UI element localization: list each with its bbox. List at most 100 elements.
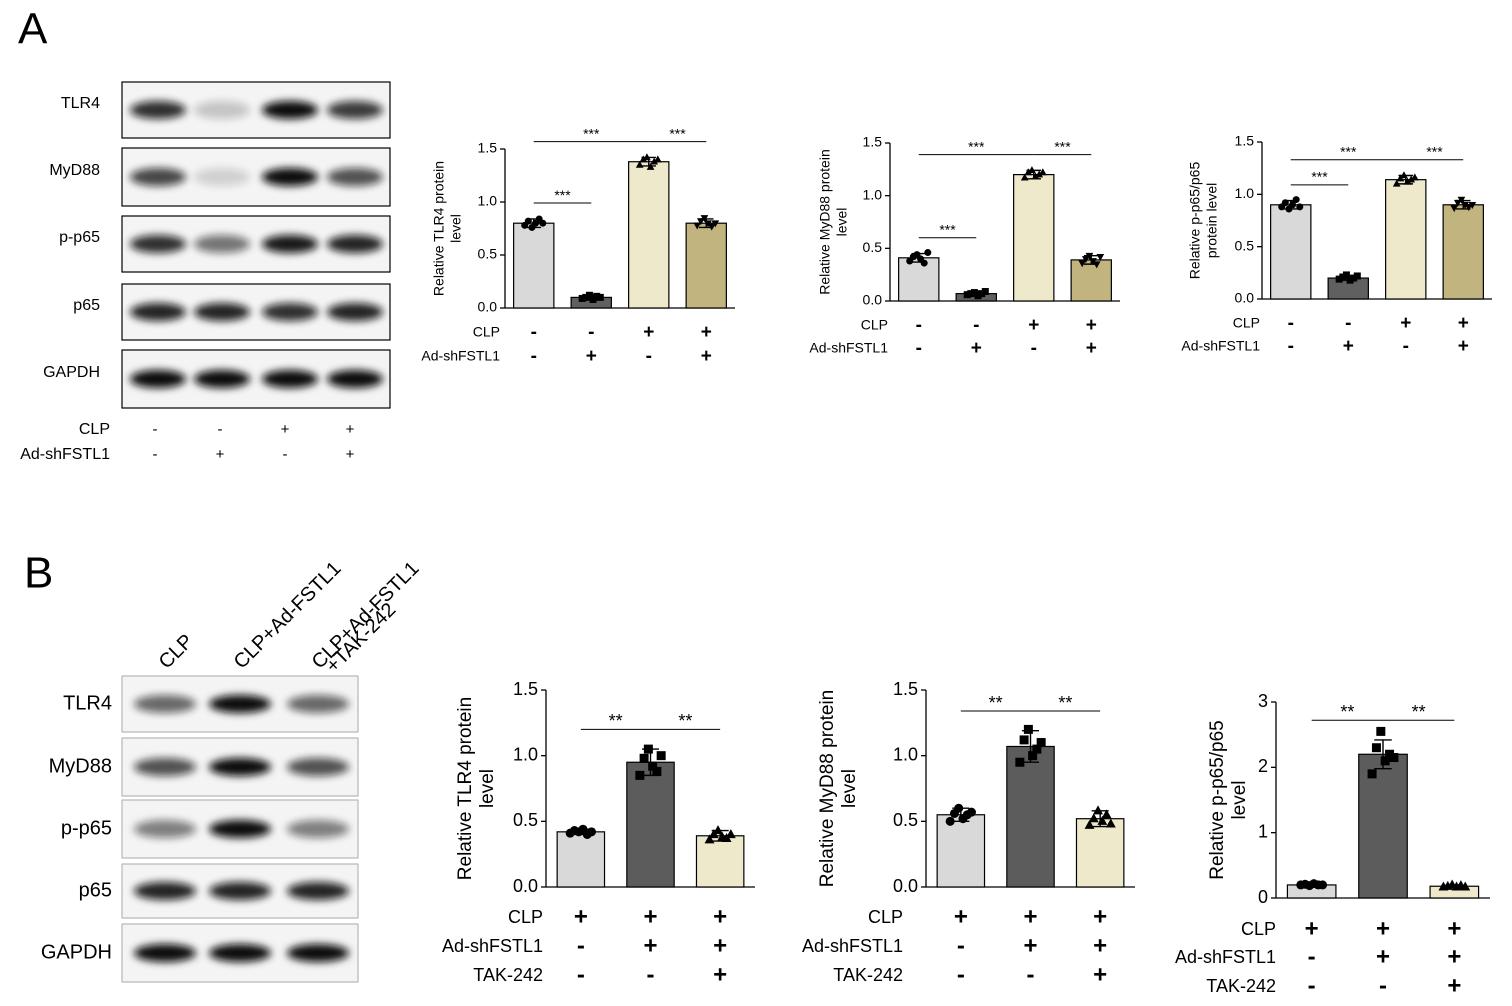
y-axis-label: Relative MyD88 protein bbox=[817, 149, 833, 295]
data-point bbox=[653, 155, 662, 163]
bar bbox=[1070, 259, 1112, 302]
y-tick-label: 2 bbox=[1258, 756, 1268, 776]
data-point bbox=[1367, 769, 1377, 779]
condition-sign: - bbox=[531, 346, 537, 367]
panel-label: A bbox=[18, 5, 48, 54]
condition-sign: - bbox=[916, 315, 922, 336]
condition-sign: - bbox=[1379, 972, 1387, 999]
y-tick-label: 1.0 bbox=[1235, 185, 1255, 201]
y-tick-label: 1 bbox=[1258, 821, 1268, 841]
y-axis-label: level bbox=[448, 214, 464, 243]
condition-sign: - bbox=[1403, 336, 1409, 357]
condition-sign: - bbox=[577, 932, 585, 959]
data-point bbox=[967, 290, 975, 298]
blot-band bbox=[209, 695, 271, 713]
data-point bbox=[920, 259, 928, 267]
y-tick-label: 3 bbox=[1258, 691, 1268, 711]
condition-sign: + bbox=[971, 338, 982, 359]
data-point bbox=[1376, 726, 1386, 736]
y-axis-label: Relative p-p65/p65 bbox=[1187, 162, 1203, 280]
y-tick-label: 0.5 bbox=[513, 810, 538, 830]
blot-band bbox=[134, 944, 196, 962]
blot-row-label: p65 bbox=[79, 879, 112, 901]
blot-band bbox=[327, 101, 383, 119]
data-point bbox=[1038, 168, 1047, 176]
condition-sign: + bbox=[701, 346, 712, 367]
data-point bbox=[978, 290, 986, 298]
data-point bbox=[1078, 260, 1087, 268]
error-bar bbox=[969, 290, 984, 297]
condition-sign: + bbox=[713, 932, 727, 959]
data-point bbox=[1410, 173, 1419, 181]
data-point bbox=[539, 219, 547, 227]
condition-sign: + bbox=[1093, 903, 1107, 930]
condition-label: Ad-shFSTL1 bbox=[421, 348, 500, 364]
condition-label: Ad-shFSTL1 bbox=[1181, 338, 1260, 354]
condition-label: CLP bbox=[508, 907, 543, 927]
data-point bbox=[1350, 274, 1358, 282]
blot-band bbox=[262, 303, 318, 321]
significance-label: *** bbox=[1426, 143, 1443, 159]
y-tick-label: 0.5 bbox=[863, 239, 883, 255]
error-bar bbox=[584, 294, 599, 301]
y-axis-label: protein level bbox=[1204, 183, 1220, 259]
blot-band bbox=[262, 370, 318, 388]
error-bar bbox=[1283, 199, 1298, 210]
data-point bbox=[963, 291, 971, 299]
condition-sign: - bbox=[531, 322, 537, 343]
blot-band bbox=[327, 168, 383, 186]
significance-label: *** bbox=[669, 125, 686, 141]
condition-label: TAK-242 bbox=[833, 965, 903, 985]
data-point bbox=[966, 807, 976, 817]
y-axis-label: level bbox=[839, 769, 860, 808]
blot-band bbox=[134, 695, 196, 713]
error-bar bbox=[641, 156, 656, 167]
condition-sign: + bbox=[954, 903, 968, 930]
data-point bbox=[1353, 272, 1361, 280]
bar bbox=[1270, 204, 1312, 300]
condition-sign: - bbox=[1308, 943, 1316, 970]
condition-sign: - bbox=[1031, 338, 1037, 359]
error-bar bbox=[572, 828, 590, 836]
blot-band bbox=[194, 101, 250, 119]
data-point bbox=[650, 157, 659, 165]
data-point bbox=[1407, 175, 1416, 183]
blot-band bbox=[287, 758, 349, 776]
condition-label: CLP bbox=[861, 317, 888, 333]
condition-sign: + bbox=[1376, 943, 1390, 970]
bar bbox=[685, 222, 727, 309]
data-point bbox=[596, 293, 604, 301]
data-point bbox=[1081, 256, 1090, 264]
data-point bbox=[1318, 880, 1328, 890]
blot-row-label: p65 bbox=[73, 297, 100, 314]
data-point bbox=[1032, 744, 1042, 754]
y-tick-label: 1.5 bbox=[513, 679, 538, 699]
y-axis-label: Relative p-p65/p65 bbox=[1207, 720, 1228, 880]
condition-sign: + bbox=[713, 961, 727, 988]
data-point bbox=[639, 155, 648, 163]
bar bbox=[1006, 745, 1055, 888]
condition-sign: + bbox=[216, 446, 225, 463]
condition-sign: + bbox=[1028, 315, 1039, 336]
condition-sign: - bbox=[957, 932, 965, 959]
data-point bbox=[1035, 170, 1044, 178]
blot-band bbox=[287, 944, 349, 962]
condition-sign: - bbox=[218, 421, 223, 438]
bar bbox=[1075, 818, 1125, 888]
condition-sign: - bbox=[1027, 961, 1035, 988]
data-point bbox=[1389, 753, 1399, 763]
y-tick-label: 1.5 bbox=[863, 134, 883, 150]
error-bar bbox=[1302, 882, 1321, 888]
condition-label: TAK-242 bbox=[1206, 976, 1276, 996]
condition-label: CLP bbox=[473, 324, 500, 340]
condition-sign: + bbox=[1458, 313, 1469, 334]
blot-row-label: GAPDH bbox=[41, 941, 112, 963]
condition-sign: - bbox=[647, 961, 655, 988]
condition-sign: - bbox=[1288, 336, 1294, 357]
condition-sign: - bbox=[1345, 313, 1351, 334]
condition-sign: + bbox=[1400, 313, 1411, 334]
condition-sign: + bbox=[701, 322, 712, 343]
blot-band bbox=[262, 235, 318, 253]
condition-sign: + bbox=[1086, 315, 1097, 336]
